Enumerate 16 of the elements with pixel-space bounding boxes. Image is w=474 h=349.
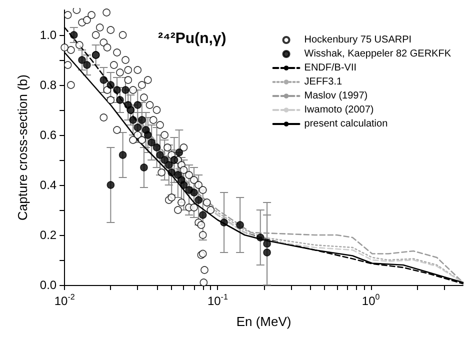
x-axis-title: En (MeV) xyxy=(236,314,292,329)
y-tick-label: 0.2 xyxy=(40,228,57,242)
y-tick-label: 0.8 xyxy=(40,78,57,92)
y-tick-label: 1.0 xyxy=(40,28,57,42)
legend-label: present calculation xyxy=(304,118,388,130)
legend-label: ENDF/B-VII xyxy=(304,62,357,74)
y-tick-label: 0.6 xyxy=(40,128,57,142)
legend-label: Wisshak, Kaeppeler 82 GERKFK xyxy=(304,48,452,60)
legend-label: Iwamoto (2007) xyxy=(304,104,374,116)
legend-label: Hockenbury 75 USARPI xyxy=(304,34,412,46)
text: ²⁴²Pu(n,γ) xyxy=(158,30,226,47)
y-axis-title: Capture cross-section (b) xyxy=(15,74,30,220)
y-tick-label: 0.4 xyxy=(40,178,57,192)
legend-label: Maslov (1997) xyxy=(304,90,368,102)
y-tick-label: 0.0 xyxy=(40,278,57,292)
legend-label: JEFF3.1 xyxy=(304,76,342,88)
